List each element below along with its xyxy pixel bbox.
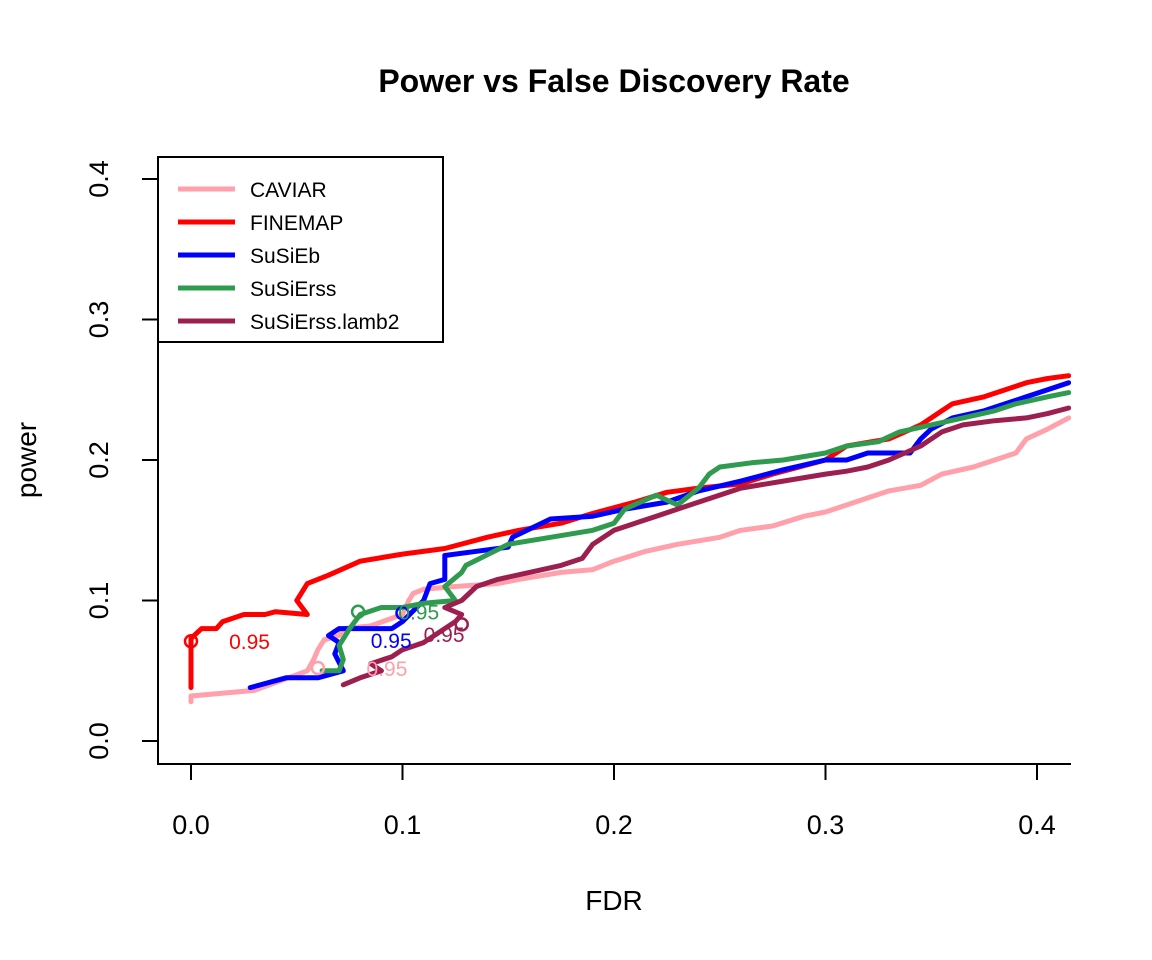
anno-marker-0 bbox=[310, 660, 326, 676]
y-tick-label: 0.4 bbox=[84, 160, 114, 198]
y-tick-label: 0.0 bbox=[84, 722, 114, 760]
legend-label-0: CAVIAR bbox=[250, 179, 327, 202]
anno-marker-3 bbox=[350, 604, 366, 619]
series-line-1 bbox=[188, 373, 1071, 691]
legend-label-3: SuSiErss bbox=[250, 278, 336, 301]
y-tick-label: 0.3 bbox=[84, 301, 114, 339]
anno-label-1: 0.95 bbox=[229, 631, 270, 654]
annotation-layer: 0.950.95 0.950.950.95 bbox=[183, 602, 469, 681]
y-tick-label: 0.1 bbox=[84, 582, 114, 620]
y-axis: 0.0 0.1 0.2 0.3 0.4 bbox=[84, 160, 159, 760]
anno-marker-2 bbox=[395, 605, 410, 621]
legend-label-2: SuSiEb bbox=[250, 245, 320, 268]
chart-title: Power vs False Discovery Rate bbox=[378, 63, 849, 99]
x-tick-label: 0.2 bbox=[595, 810, 633, 840]
series-line-4 bbox=[340, 405, 1071, 688]
x-tick-label: 0.3 bbox=[807, 810, 845, 840]
x-axis: 0.0 0.1 0.2 0.3 0.4 bbox=[172, 763, 1056, 840]
x-axis-label: FDR bbox=[585, 885, 643, 916]
series-layer bbox=[188, 373, 1071, 705]
x-tick-label: 0.4 bbox=[1018, 810, 1056, 840]
y-axis-label: power bbox=[11, 422, 42, 498]
y-tick-label: 0.2 bbox=[84, 441, 114, 479]
anno-label-2: 0.95 bbox=[371, 630, 412, 653]
series-line-2 bbox=[247, 380, 1071, 691]
legend: CAVIAR FINEMAP SuSiEb SuSiErss SuSiErss.lamb… bbox=[157, 156, 444, 343]
anno-label-0: 0.95 bbox=[367, 658, 408, 681]
x-tick-label: 0.0 bbox=[172, 810, 210, 840]
anno-marker-4 bbox=[454, 617, 469, 632]
anno-label-3: 0.95 bbox=[398, 602, 439, 625]
series-line-0 bbox=[188, 415, 1071, 705]
x-tick-label: 0.1 bbox=[384, 810, 422, 840]
anno-marker-1 bbox=[183, 633, 199, 649]
series-line-3 bbox=[319, 390, 1071, 674]
anno-label-4: 0.95 bbox=[424, 624, 465, 647]
legend-label-1: FINEMAP bbox=[250, 212, 343, 235]
legend-label-4: SuSiErss.lamb2 bbox=[250, 311, 399, 334]
